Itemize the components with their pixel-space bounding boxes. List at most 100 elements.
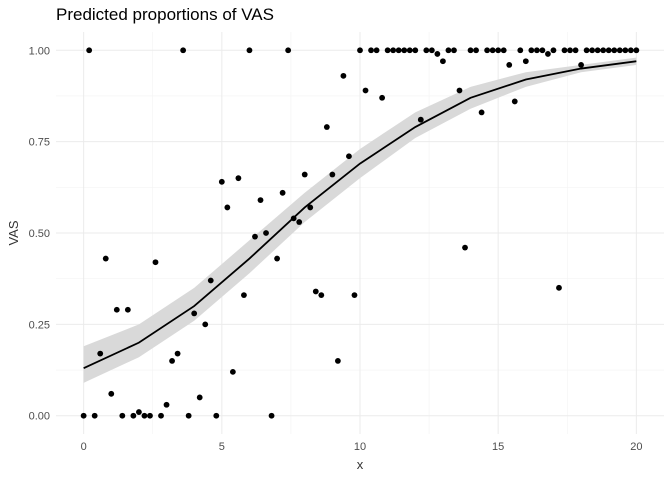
data-point: [611, 47, 618, 54]
y-tick-label: 0.25: [29, 319, 50, 331]
data-point: [235, 175, 242, 182]
data-point: [390, 47, 397, 54]
data-point: [296, 219, 303, 225]
data-point: [556, 284, 562, 291]
data-point: [346, 153, 352, 160]
data-point: [395, 47, 402, 54]
data-point: [511, 98, 518, 105]
x-tick-label: 15: [492, 441, 504, 453]
data-point: [616, 47, 623, 54]
data-point: [323, 124, 330, 130]
data-point: [329, 171, 336, 178]
data-point: [627, 47, 634, 54]
data-point: [108, 390, 115, 397]
data-point: [522, 58, 529, 65]
data-point: [506, 61, 513, 68]
data-point: [312, 288, 319, 295]
data-point: [147, 412, 153, 419]
data-point: [158, 412, 164, 419]
data-point: [500, 47, 507, 54]
y-axis-ticks: 0.00 0.25 0.50 0.75 1.00: [29, 45, 50, 422]
x-axis-ticks: 0 5 10 15 20: [81, 441, 643, 453]
scatter-points: [80, 47, 640, 419]
y-tick-label: 0.50: [29, 228, 50, 240]
data-point: [462, 244, 468, 251]
data-point: [578, 61, 584, 68]
data-point: [102, 255, 109, 262]
chart-title: Predicted proportions of VAS: [56, 5, 274, 24]
y-axis-label: VAS: [6, 220, 21, 245]
data-point: [241, 292, 247, 299]
data-point: [517, 47, 524, 54]
data-point: [467, 47, 474, 54]
data-point: [622, 47, 629, 54]
data-point: [174, 350, 181, 357]
data-point: [290, 215, 297, 222]
data-point: [152, 259, 159, 266]
y-tick-label: 0.75: [29, 137, 50, 149]
x-tick-label: 20: [630, 441, 642, 453]
data-point: [583, 47, 590, 54]
data-point: [274, 255, 280, 262]
data-point: [257, 197, 264, 204]
data-point: [561, 47, 568, 54]
data-point: [136, 409, 142, 415]
data-point: [533, 47, 540, 54]
data-point: [362, 87, 369, 94]
data-point: [334, 358, 341, 364]
confidence-ribbon: [83, 57, 637, 383]
data-point: [401, 47, 408, 54]
data-point: [589, 47, 596, 54]
data-point: [445, 47, 452, 54]
data-point: [180, 47, 187, 54]
data-point: [368, 47, 374, 54]
data-point: [185, 412, 192, 419]
data-point: [301, 171, 308, 178]
x-tick-label: 10: [354, 441, 366, 453]
data-point: [434, 51, 441, 57]
data-point: [124, 306, 131, 313]
data-point: [307, 204, 314, 211]
data-point: [357, 47, 363, 54]
data-point: [268, 412, 275, 419]
data-point: [246, 47, 253, 54]
data-point: [285, 47, 292, 54]
data-point: [130, 412, 137, 419]
data-point: [473, 47, 479, 54]
data-point: [279, 189, 286, 196]
data-point: [417, 116, 424, 123]
data-point: [428, 47, 435, 54]
data-point: [252, 233, 258, 240]
data-point: [218, 178, 225, 185]
data-point: [539, 47, 546, 54]
data-point: [478, 109, 485, 116]
data-point: [213, 412, 220, 419]
data-point: [207, 277, 214, 284]
y-tick-label: 1.00: [29, 45, 50, 57]
fit-line: [83, 60, 637, 370]
x-tick-label: 0: [81, 441, 87, 453]
data-point: [373, 47, 380, 54]
data-point: [224, 204, 231, 211]
data-point: [340, 72, 347, 79]
data-point: [97, 350, 104, 357]
data-point: [351, 292, 358, 299]
data-point: [456, 87, 463, 94]
data-point: [440, 58, 446, 65]
major-gridlines: [56, 32, 664, 434]
data-point: [600, 47, 607, 54]
data-point: [202, 321, 209, 328]
data-point: [141, 412, 148, 419]
data-point: [86, 47, 93, 54]
data-point: [451, 47, 457, 54]
data-point: [495, 47, 502, 54]
data-point: [263, 230, 269, 236]
data-point: [384, 47, 391, 54]
data-point: [379, 94, 386, 101]
data-point: [423, 47, 430, 54]
data-point: [191, 310, 198, 317]
data-point: [163, 401, 170, 408]
data-point: [229, 368, 236, 375]
data-point: [119, 412, 126, 419]
